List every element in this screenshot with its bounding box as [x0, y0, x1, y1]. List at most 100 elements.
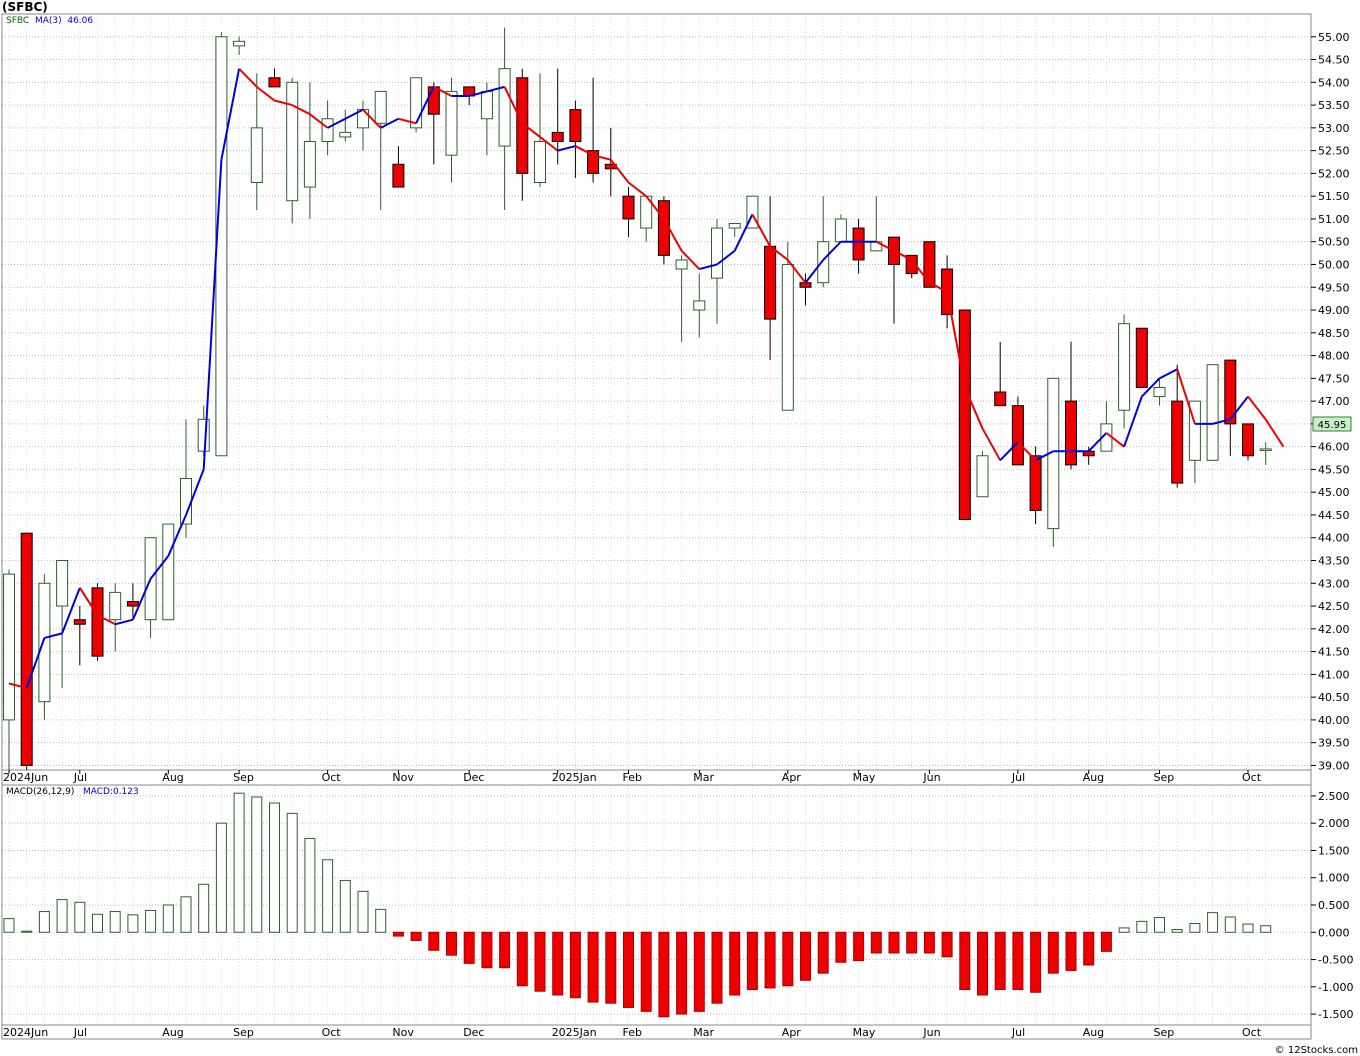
price-tick-label: 51.00 [1318, 213, 1350, 226]
macd-bar-positive [1224, 916, 1236, 933]
price-tick-label: 49.50 [1318, 281, 1350, 294]
candle-body [286, 81, 299, 202]
macd-bar-positive [215, 822, 227, 933]
price-tick-label: 42.00 [1318, 623, 1350, 636]
candle-body [728, 222, 741, 229]
macd-bar-positive [1136, 920, 1148, 933]
ma3-segment [1087, 432, 1108, 452]
ma3-segment [822, 241, 842, 261]
price-tick-label: 42.50 [1318, 600, 1350, 613]
macd-bar-negative [1047, 931, 1059, 974]
price-x-labels: 2024Jun Jul Aug Sep Oct Nov Dec 2025Jan Feb Mar Ap… [3, 770, 1262, 784]
macd-bar-negative [658, 931, 670, 1018]
macd-bar-negative [463, 931, 475, 964]
ma3-segment [521, 122, 541, 138]
ma3-segment [1123, 396, 1143, 447]
candle-up [498, 27, 511, 210]
candle-up [675, 255, 688, 342]
macd-bar-negative [1012, 931, 1024, 991]
ma3-segment [44, 632, 63, 639]
price-tick-label: 39.50 [1318, 737, 1350, 750]
price-axis-band [1, 769, 1312, 786]
candle-up [357, 100, 369, 151]
macd-bar-positive [145, 909, 157, 933]
macd-bar-positive [269, 802, 280, 933]
macd-bar-negative [587, 931, 599, 1003]
macd-bar-negative [676, 931, 688, 1015]
ma3-segment [893, 249, 913, 261]
candle-body [1224, 359, 1237, 425]
last-price-badge-text: 45.95 [1318, 420, 1347, 431]
macd-bar-positive [109, 911, 121, 933]
price-tick-label: 39.00 [1318, 759, 1350, 772]
ma3-segment [398, 117, 417, 125]
macd-bar-negative [392, 931, 404, 937]
ma3-segment [627, 181, 647, 197]
candle-up [1188, 400, 1201, 484]
macd-bar-negative [552, 931, 564, 996]
x-axis-label: Oct [322, 1026, 342, 1039]
candle-up [1118, 314, 1131, 429]
candle-up [303, 82, 316, 219]
last-price-badge: 45.95 [1312, 416, 1352, 432]
ma3-segment [610, 159, 630, 184]
ma3-segment [8, 682, 27, 689]
x-axis-label: Sep [233, 1026, 254, 1039]
ma3-segment [380, 117, 399, 129]
price-grid [2, 14, 1311, 770]
candle-body [1242, 423, 1254, 457]
candle-body [73, 619, 86, 625]
macd-tick-label: -1.000 [1318, 981, 1353, 994]
macd-tick-label: 2.000 [1318, 817, 1350, 830]
candle-down [622, 187, 635, 238]
price-tick-label: 55.00 [1318, 31, 1350, 44]
macd-legend-name: MACD(26,12,9) [6, 787, 75, 797]
candle-down [1135, 327, 1148, 388]
candle-body [498, 68, 511, 147]
macd-bar-positive [92, 913, 103, 933]
ma3-segment [592, 154, 612, 161]
candle-down [20, 532, 33, 770]
ma3-segment [1264, 418, 1285, 448]
candle-body [587, 150, 600, 174]
ma3-segment [415, 86, 435, 124]
macd-bar-negative [853, 931, 865, 962]
ma3-segment [557, 145, 576, 152]
ma3-segment [1159, 368, 1178, 380]
legend-ma-value: 46.06 [67, 16, 94, 26]
candle-down [1171, 364, 1184, 488]
candle-body [994, 391, 1007, 407]
candle-body [781, 263, 794, 411]
candle-body [56, 560, 69, 607]
macd-bar-negative [481, 931, 493, 969]
price-tick-label: 44.50 [1318, 509, 1350, 522]
macd-tick-label: -0.500 [1318, 954, 1353, 967]
macd-tick-labels: 2.500 2.000 1.500 1.000 0.500 0.000 -0.500 -1.0… [1311, 790, 1353, 1021]
x-axis-label: Jul [1011, 1026, 1025, 1039]
candle-down [392, 146, 405, 188]
ma3-segment [574, 145, 594, 157]
macd-tick-label: 0.500 [1318, 899, 1350, 912]
ma3-segment [274, 99, 293, 107]
x-axis-label: 2024Jun [3, 771, 48, 784]
macd-bar-negative [499, 931, 511, 969]
price-tick-label: 50.50 [1318, 236, 1350, 249]
macd-bar-negative [569, 931, 581, 999]
ma3-segment [999, 441, 1019, 462]
macd-bar-negative [800, 931, 811, 981]
macd-x-labels: 2024Jun Jul Aug Sep Oct Nov Dec 2025Jan Feb Mar Ap… [3, 1026, 1262, 1039]
macd-bar-positive [1171, 929, 1183, 933]
ma3-segment [787, 259, 807, 284]
candle-up [233, 36, 246, 55]
candle-up [1047, 377, 1060, 547]
x-axis-label: 2025Jan [552, 1026, 597, 1039]
candle-body [109, 591, 122, 621]
macd-bar-negative [410, 931, 422, 941]
macd-axis-band [1, 1024, 1312, 1040]
ma3-segment [114, 618, 134, 626]
x-axis-label: Sep [1154, 1026, 1175, 1039]
macd-tick-label: 1.500 [1318, 844, 1350, 857]
candle-body [1259, 448, 1272, 451]
candle-down [657, 196, 670, 265]
macd-bar-negative [693, 931, 705, 1012]
